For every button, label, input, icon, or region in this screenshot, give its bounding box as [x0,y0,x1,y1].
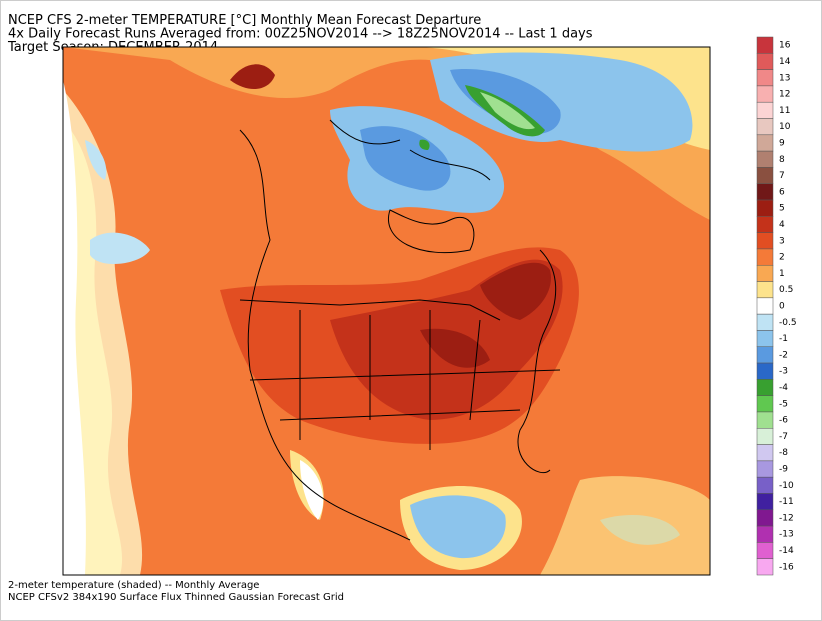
colorbar-swatch [756,330,774,348]
colorbar-label: -16 [779,562,794,572]
colorbar-swatch [756,558,774,576]
colorbar-label: 5 [779,204,785,214]
colorbar-swatch [756,444,774,462]
colorbar-swatch [756,379,774,396]
colorbar-swatch [756,395,774,413]
colorbar-swatch [756,313,774,331]
colorbar-label: -2 [779,350,788,360]
header: NCEP CFS 2-meter TEMPERATURE [°C] Monthl… [7,13,593,55]
colorbar-label: -13 [779,530,794,540]
colorbar-swatch [756,428,774,445]
colorbar-label: -1 [779,334,788,344]
colorbar-swatch [756,134,774,152]
colorbar-swatch [756,167,774,184]
colorbar-swatch [756,264,774,282]
colorbar-label: 7 [779,171,785,181]
colorbar-label: -3 [779,367,788,377]
colorbar-label: -14 [779,546,794,556]
colorbar-label: -7 [779,432,788,442]
colorbar-label: -5 [779,399,788,409]
map [63,47,710,575]
colorbar-label: 4 [779,220,785,230]
colorbar-swatch [756,216,774,233]
colorbar-swatch [756,36,774,54]
colorbar-swatch [756,232,774,250]
colorbar-swatch [756,281,774,299]
colorbar-swatch [756,362,774,380]
colorbar-label: 3 [779,236,785,246]
map-border [62,46,711,576]
colorbar-swatch [756,183,774,201]
footer: 2-meter temperature (shaded) -- Monthly … [8,580,344,603]
colorbar-swatch [756,346,774,364]
colorbar-swatch [756,53,774,70]
colorbar-label: 9 [779,138,785,148]
colorbar-swatch [756,199,774,217]
colorbar-label: -12 [779,513,794,523]
colorbar-label: -11 [779,497,794,507]
colorbar-label: -9 [779,465,788,475]
colorbar-label: -8 [779,448,788,458]
colorbar-label: 0.5 [779,285,793,295]
colorbar-swatch [756,525,774,543]
colorbar-swatch [756,150,774,168]
colorbar-label: 16 [779,41,791,51]
colorbar-swatch [756,85,774,103]
colorbar-swatch [756,69,774,87]
colorbar-swatch [756,509,774,527]
colorbar-swatch [756,460,774,478]
footer-line: 2-meter temperature (shaded) -- Monthly … [8,580,259,591]
colorbar-label: 11 [779,106,790,116]
colorbar-swatch [756,297,774,315]
colorbar-label: 0 [779,302,785,312]
footer-line: NCEP CFSv2 384x190 Surface Flux Thinned … [8,592,344,603]
colorbar-label: -4 [779,383,788,393]
colorbar-label: 14 [779,57,791,67]
colorbar-swatch [756,411,774,429]
header-line: 4x Daily Forecast Runs Averaged from: 00… [8,27,593,42]
colorbar-label: 10 [779,122,791,132]
colorbar-label: 2 [779,253,785,263]
colorbar-label: 1 [779,269,785,279]
colorbar-swatch [756,248,774,266]
colorbar-swatch [756,493,774,511]
colorbar: 16 14 13 12 11 10 9 8 7 6 5 4 3 2 1 0.5 0 -0.5 -1 -2 -3 -4 -5 -… [756,36,797,576]
colorbar-swatch [756,118,774,136]
colorbar-label: -10 [779,481,794,491]
colorbar-label: 12 [779,90,790,100]
colorbar-label: 6 [779,187,785,197]
colorbar-label: 8 [779,155,785,165]
colorbar-label: -0.5 [779,318,797,328]
colorbar-swatch [756,476,774,494]
colorbar-label: -6 [779,416,788,426]
colorbar-swatch [756,101,774,119]
colorbar-swatch [756,542,774,559]
header-line: NCEP CFS 2-meter TEMPERATURE [°C] Monthl… [8,13,481,28]
colorbar-label: 13 [779,73,790,83]
